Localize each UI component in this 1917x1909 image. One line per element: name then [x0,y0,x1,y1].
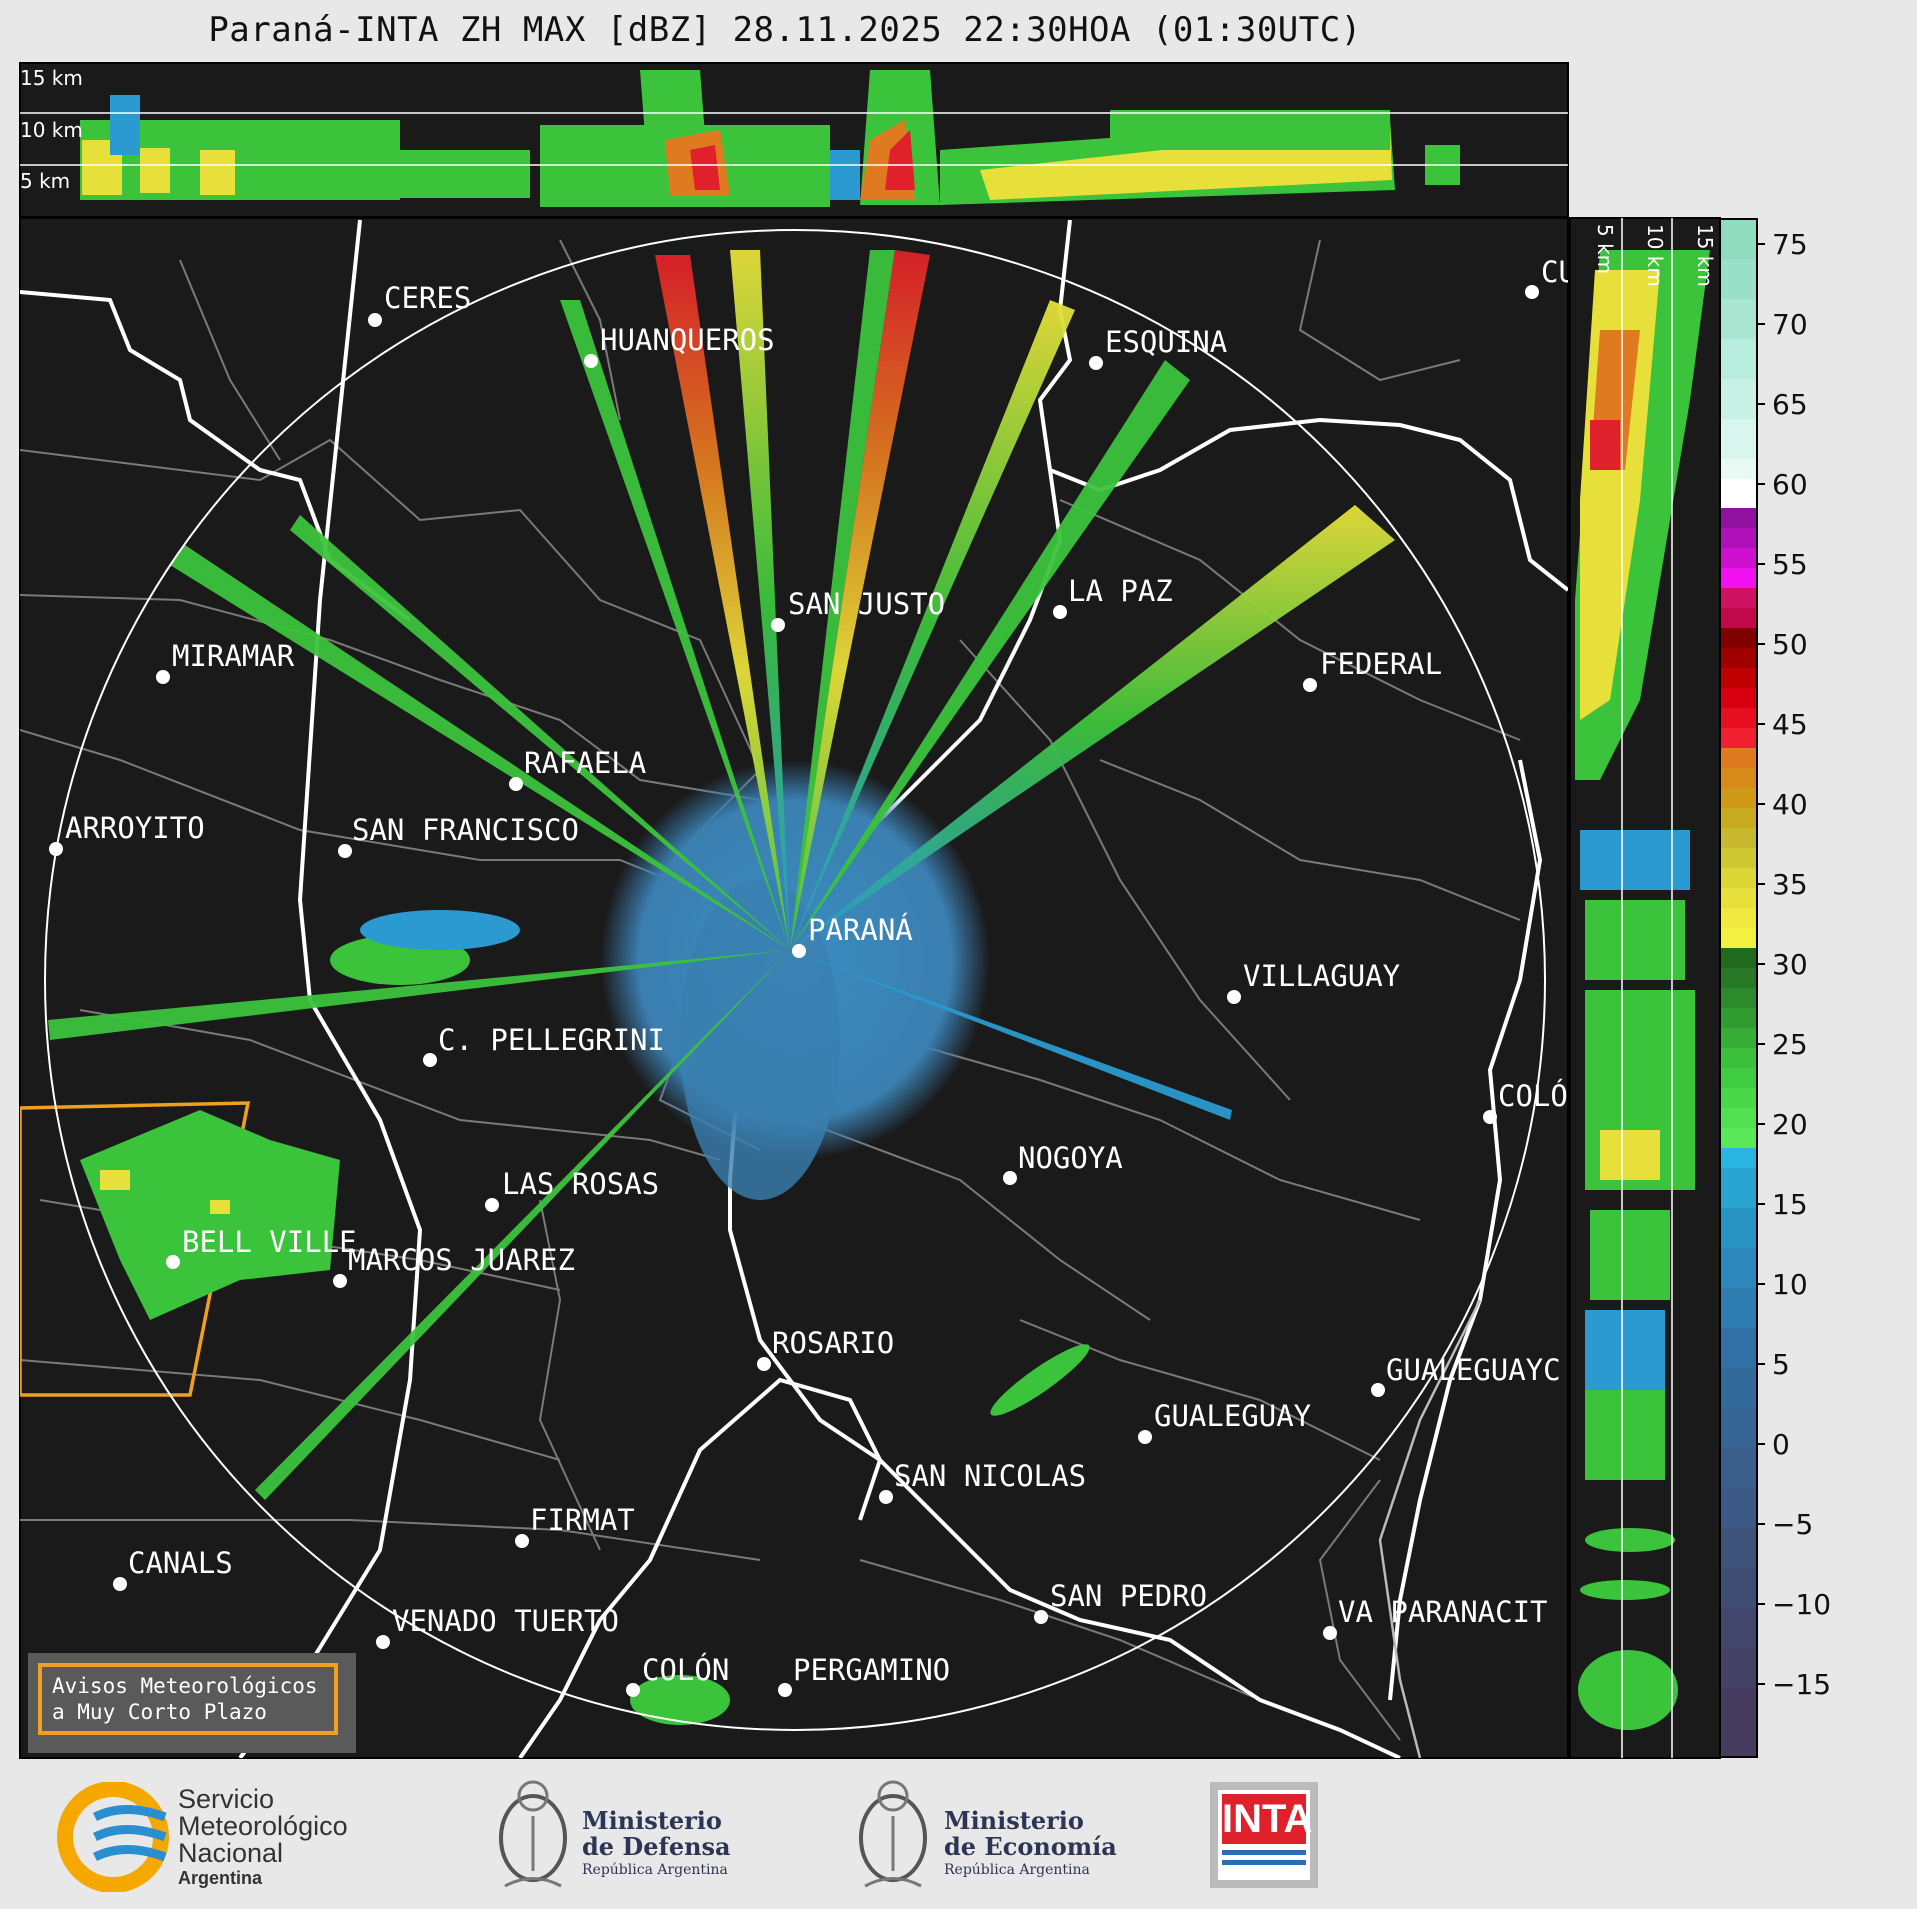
city-markers: CERES HUANQUEROS ESQUINA CU SAN JUSTO LA… [49,255,1576,1697]
defensa-seal-icon [499,1780,567,1888]
city-villaguay: VILLAGUAY [1243,959,1400,993]
colorbar-tick: 20 [1772,1108,1808,1141]
city-marcos-juarez: MARCOS JUAREZ [348,1243,575,1277]
colorbar-tick: −15 [1772,1668,1831,1701]
colorbar-tick: 15 [1772,1188,1808,1221]
colorbar-tick: 40 [1772,788,1808,821]
city-huanqueros: HUANQUEROS [600,323,775,357]
inta-logo: INTA [1210,1782,1318,1888]
city-arroyito: ARROYITO [65,811,205,845]
city-cu: CU [1541,255,1576,289]
colorbar-tick: 65 [1772,388,1808,421]
city-san-justo: SAN JUSTO [788,587,945,621]
warning-line-2: a Muy Corto Plazo [52,1700,267,1724]
economia-seal-icon [859,1780,927,1888]
city-colon-er: COLÓ [1498,1079,1568,1113]
city-san-francisco: SAN FRANCISCO [352,813,579,847]
city-federal: FEDERAL [1320,647,1442,681]
side-label-5km: 5 km [1593,224,1617,274]
colorbar-tick: 30 [1772,948,1808,981]
smn-logo-icon [57,1782,169,1892]
city-la-paz: LA PAZ [1068,574,1173,608]
colorbar-tick: 50 [1772,628,1808,661]
city-rosario: ROSARIO [772,1326,894,1360]
colorbar-tick: 25 [1772,1028,1808,1061]
city-ceres: CERES [384,281,471,315]
main-map: CERES HUANQUEROS ESQUINA CU SAN JUSTO LA… [19,217,1576,1759]
city-parana: PARANÁ [808,913,913,947]
city-canals: CANALS [128,1546,233,1580]
radial-beams [48,250,1395,1500]
city-san-nicolas: SAN NICOLAS [894,1459,1086,1493]
warning-polygon [20,1101,251,1397]
city-gualeguay: GUALEGUAY [1154,1399,1311,1433]
top-label-10km: 10 km [20,118,83,142]
colorbar-tick: 55 [1772,548,1808,581]
city-rafaela: RAFAELA [524,746,646,780]
city-miramar: MIRAMAR [172,639,295,673]
economia-logo-text: Ministerio de Economía República Argenti… [944,1806,1117,1879]
city-nogoya: NOGOYA [1018,1141,1123,1175]
warning-inset-background [28,1653,356,1753]
colorbar-tick: 5 [1772,1348,1790,1381]
city-c-pellegrini: C. PELLEGRINI [438,1023,665,1057]
right-cross-section: 5 km 10 km 15 km [1569,217,1721,1759]
footer-logos: Servicio Meteorológico Nacional Argentin… [0,1760,1917,1909]
top-echo-band [80,70,1460,207]
colorbar-tick: 0 [1772,1428,1790,1461]
side-label-15km: 15 km [1693,224,1717,287]
colorbar-tick: 35 [1772,868,1808,901]
colorbar-tick: 60 [1772,468,1808,501]
colorbar-tick: 70 [1772,308,1808,341]
city-bell-ville: BELL VILLE [182,1225,357,1259]
warning-inset[interactable]: Avisos Meteorológicos a Muy Corto Plazo [38,1663,338,1735]
city-las-rosas: LAS ROSAS [502,1167,659,1201]
colorbar-tick: 10 [1772,1268,1808,1301]
colorbar-tick: −5 [1772,1508,1813,1541]
top-label-15km: 15 km [20,66,83,90]
top-cross-section: 15 km 10 km 5 km [19,62,1569,218]
defensa-logo-text: Ministerio de Defensa República Argentin… [582,1806,731,1879]
top-label-5km: 5 km [20,169,70,193]
colorbar: 75 70 65 60 55 50 45 40 35 30 25 20 15 1… [1719,218,1831,1758]
side-label-10km: 10 km [1643,224,1667,287]
warning-line-1: Avisos Meteorológicos [52,1674,318,1698]
city-colon: COLÓN [642,1653,729,1687]
city-pergamino: PERGAMINO [793,1653,950,1687]
city-esquina: ESQUINA [1105,325,1227,359]
smn-logo-text: Servicio Meteorológico Nacional Argentin… [178,1784,348,1889]
city-venado-tuerto: VENADO TUERTO [392,1604,619,1638]
city-san-pedro: SAN PEDRO [1050,1579,1207,1613]
chart-title: Paraná-INTA ZH MAX [dBZ] 28.11.2025 22:3… [208,10,1362,50]
range-ring [44,229,1546,1731]
colorbar-tick: 45 [1772,708,1808,741]
colorbar-tick: −10 [1772,1588,1831,1621]
colorbar-tick: 75 [1772,228,1808,261]
city-va-paranacit: VA PARANACIT [1338,1595,1548,1629]
city-gualeguayc: GUALEGUAYC [1386,1353,1561,1387]
city-firmat: FIRMAT [530,1503,635,1537]
storm-cell-bell-ville [80,1110,340,1320]
